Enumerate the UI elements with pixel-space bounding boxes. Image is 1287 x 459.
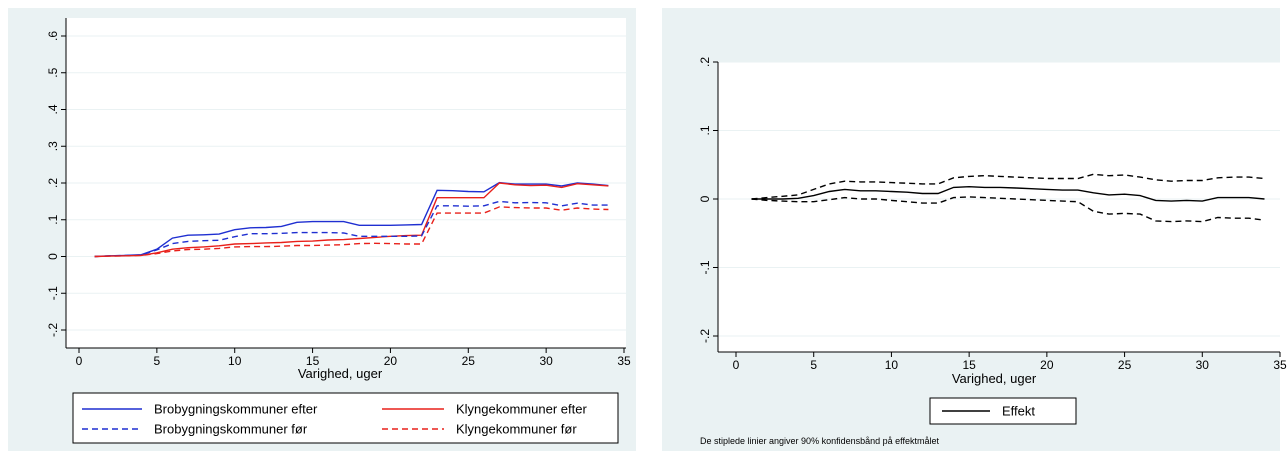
right-x-tick-label: 35 xyxy=(1273,358,1287,372)
left-x-tick-label: 0 xyxy=(76,354,83,368)
right-chart-note: De stiplede linier angiver 90% konfidens… xyxy=(700,436,939,446)
left-legend-label-1: Klyngekommuner efter xyxy=(456,402,587,417)
left-y-tick-label: .1 xyxy=(46,214,60,224)
left-x-tick-label: 15 xyxy=(306,354,320,368)
right-y-tick-label: -.1 xyxy=(698,260,712,274)
left-y-tick-label: 0 xyxy=(46,253,60,260)
right-x-tick-label: 15 xyxy=(962,358,976,372)
right-x-tick-label: 5 xyxy=(810,358,817,372)
left-legend-label-3: Klyngekommuner før xyxy=(456,422,577,437)
left-series-line-0 xyxy=(94,181,609,258)
right-x-tick-label: 30 xyxy=(1196,358,1210,372)
right-y-tick-label: .1 xyxy=(698,125,712,135)
right-x-tick-label: 10 xyxy=(885,358,899,372)
right-x-tick-label: 20 xyxy=(1040,358,1054,372)
right-y-tick-label: -.2 xyxy=(698,329,712,343)
right-x-axis-label: Varighed, uger xyxy=(952,371,1037,386)
left-legend-label-0: Brobygningskommuner efter xyxy=(154,402,318,417)
left-x-tick-label: 35 xyxy=(617,354,631,368)
left-y-tick-label: .5 xyxy=(46,67,60,77)
right-series-line-0 xyxy=(751,185,1265,202)
right-legend-label-0: Effekt xyxy=(1002,404,1035,419)
right-series-line-2 xyxy=(751,196,1265,223)
left-x-tick-label: 10 xyxy=(228,354,242,368)
left-x-tick-label: 30 xyxy=(539,354,553,368)
right-y-tick-label: .2 xyxy=(698,57,712,67)
left-y-tick-label: -.2 xyxy=(46,323,60,337)
left-y-tick-label: -.1 xyxy=(46,286,60,300)
right-series-line-1 xyxy=(751,173,1265,200)
left-x-tick-label: 5 xyxy=(154,354,161,368)
left-series-line-1 xyxy=(94,182,609,258)
left-legend-label-2: Brobygningskommuner før xyxy=(154,422,308,437)
left-legend-box xyxy=(72,392,619,444)
left-y-tick-label: .3 xyxy=(46,141,60,151)
left-x-tick-label: 20 xyxy=(384,354,398,368)
left-y-tick-label: .6 xyxy=(46,31,60,41)
right-plot-area xyxy=(718,62,1280,352)
right-x-tick-label: 0 xyxy=(733,358,740,372)
left-series-line-3 xyxy=(94,206,609,258)
right-y-tick-label: 0 xyxy=(698,195,712,202)
left-x-axis-label: Varighed, uger xyxy=(298,366,383,381)
right-x-tick-label: 25 xyxy=(1118,358,1132,372)
left-y-tick-label: .2 xyxy=(46,178,60,188)
left-y-tick-label: .4 xyxy=(46,104,60,114)
left-x-tick-label: 25 xyxy=(462,354,476,368)
left-series-line-2 xyxy=(94,200,609,258)
